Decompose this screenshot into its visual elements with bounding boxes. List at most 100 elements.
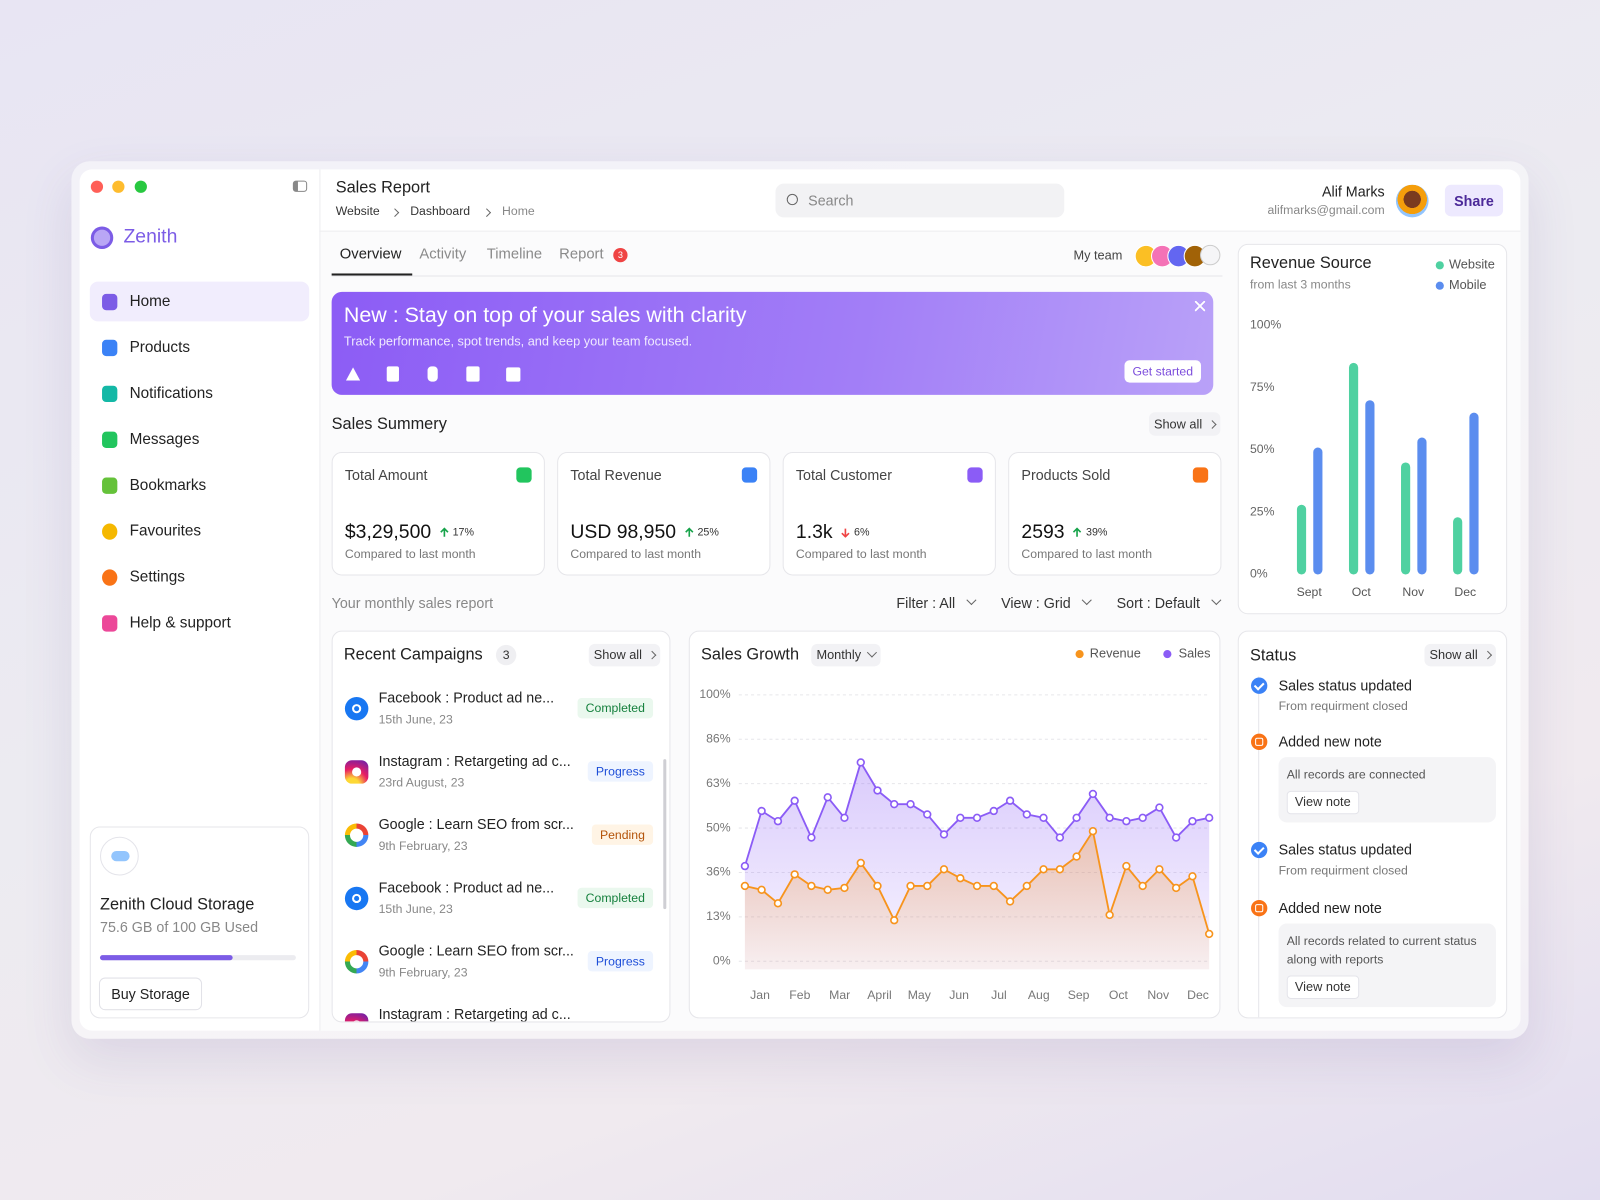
sidebar-divider: [319, 169, 321, 1031]
breadcrumb-sep-part: [390, 208, 400, 217]
sidebar-toggle[interactable]: [292, 180, 308, 192]
page-title: Sales Report: [335, 178, 431, 197]
breadcrumb[interactable]: Home: [502, 203, 535, 219]
close-button[interactable]: [90, 180, 104, 193]
status-pill: Pending: [591, 824, 654, 845]
summary-card: Products Sold 2593 39% Compared to last mon…: [1008, 452, 1222, 576]
note-box: All records are connected View note: [1278, 757, 1496, 823]
nav-item[interactable]: Products: [129, 338, 191, 357]
campaign-title[interactable]: Instagram : Retargeting ad c...: [378, 1005, 571, 1023]
filter-dropdown[interactable]: Sort : Default: [1116, 594, 1221, 611]
show-all-label: Show all: [593, 647, 642, 663]
breadcrumb[interactable]: Dashboard: [410, 203, 471, 219]
nav-item[interactable]: Bookmarks: [129, 476, 207, 494]
platform-glyph: [352, 767, 362, 777]
nav-icon: [102, 523, 118, 540]
nav-item[interactable]: Home: [129, 292, 171, 311]
platform-glyph: [349, 955, 364, 969]
status-title: Added new note: [1278, 733, 1382, 750]
show-all-button[interactable]: Show all: [1424, 643, 1496, 667]
icon-glyph: [1255, 737, 1264, 746]
nav-item[interactable]: Notifications: [129, 384, 213, 403]
app-icon[interactable]: [345, 367, 361, 381]
app-icon[interactable]: [466, 366, 480, 382]
note-text: All records related to current status al…: [1286, 933, 1477, 967]
trend-arrow: [1073, 527, 1082, 537]
buy-storage-button[interactable]: Buy Storage: [98, 977, 203, 1011]
app-icon[interactable]: [506, 367, 521, 382]
campaign-date: 23rd August, 23: [378, 775, 465, 790]
nav-icon: [102, 569, 118, 586]
user-avatar[interactable]: [1395, 184, 1429, 218]
search-icon: [786, 193, 798, 206]
status-pill: Completed: [577, 697, 654, 719]
platform-icon: [344, 760, 369, 784]
tab[interactable]: Timeline: [486, 246, 543, 263]
minimize-button[interactable]: [112, 180, 125, 193]
app-icon[interactable]: [386, 366, 399, 382]
tab-border: [331, 275, 1223, 277]
campaign-title[interactable]: Instagram : Retargeting ad c...: [378, 752, 571, 769]
filter-dropdown[interactable]: Filter : All: [896, 594, 977, 611]
card-change-value: 39%: [1086, 526, 1108, 539]
campaign-title[interactable]: Facebook : Product ad ne...: [378, 879, 555, 896]
nav-item[interactable]: Favourites: [129, 522, 202, 540]
brand-logo: [90, 226, 114, 249]
add-member[interactable]: [1199, 244, 1221, 266]
card-value: 1.3k: [795, 521, 833, 543]
app-icon[interactable]: [427, 366, 438, 382]
view-note-button[interactable]: View note: [1286, 790, 1359, 815]
banner-title: New : Stay on top of your sales with cla…: [343, 303, 747, 327]
share-button[interactable]: Share: [1444, 184, 1504, 217]
trend-arrow-shape: [439, 527, 449, 537]
filter-label: Sort : Default: [1116, 594, 1200, 611]
campaigns-panel: Recent Campaigns 3 Show all Facebook : P…: [331, 630, 671, 1023]
card-value-row: $3,29,500 17%: [345, 520, 474, 544]
tab-badge: 3: [613, 247, 628, 263]
banner: New : Stay on top of your sales with cla…: [331, 291, 1214, 395]
platform-icon: [344, 949, 369, 974]
show-all-button-part: [1208, 419, 1217, 429]
filter-dropdown[interactable]: View : Grid: [1001, 594, 1092, 611]
section-title: Sales Summery: [331, 415, 447, 434]
storage-fill: [99, 955, 233, 961]
tab[interactable]: Overview: [339, 246, 402, 263]
breadcrumb-sep: [390, 201, 400, 221]
period-dropdown[interactable]: Monthly: [811, 643, 881, 667]
tab[interactable]: Activity: [419, 246, 467, 263]
show-all-button-part: [647, 650, 657, 660]
maximize-button[interactable]: [134, 180, 147, 193]
tab[interactable]: Report: [559, 246, 604, 263]
card-value-row: 2593 39%: [1021, 520, 1107, 544]
campaign-title[interactable]: Google : Learn SEO from scr...: [378, 942, 574, 959]
search-placeholder: Search: [808, 192, 854, 209]
card-compare: Compared to last month: [344, 546, 476, 562]
card-change: 39%: [1073, 526, 1108, 539]
show-all-button[interactable]: Show all: [588, 643, 661, 667]
campaign-title[interactable]: Facebook : Product ad ne...: [378, 689, 555, 706]
nav-item[interactable]: Settings: [129, 568, 185, 586]
breadcrumb[interactable]: Website: [335, 203, 380, 219]
get-started-button[interactable]: Get started: [1124, 360, 1202, 383]
nav-item[interactable]: Help & support: [129, 614, 231, 632]
scrollbar[interactable]: [663, 759, 667, 910]
show-all-button[interactable]: Show all: [1148, 412, 1221, 436]
card-value-row: USD 98,950 25%: [570, 520, 719, 544]
nav-item[interactable]: Messages: [129, 430, 200, 448]
icon-glyph: [1253, 844, 1265, 855]
summary-card: Total Customer 1.3k 6% Compared to last mon…: [782, 452, 996, 576]
card-compare: Compared to last month: [1021, 546, 1153, 562]
view-note-button[interactable]: View note: [1286, 975, 1359, 999]
search-box[interactable]: [775, 183, 1065, 218]
card-icon: [1192, 467, 1209, 483]
card-value: $3,29,500: [344, 521, 432, 543]
banner-close[interactable]: [1194, 301, 1206, 312]
revenue-source-panel: Revenue Source from last 3 months: [1237, 243, 1508, 615]
trend-arrow: [439, 527, 449, 537]
icon-glyph: [1255, 904, 1264, 913]
filter-chevron: [1210, 594, 1221, 606]
card-icon: [967, 467, 983, 483]
campaign-title[interactable]: Google : Learn SEO from scr...: [378, 815, 574, 833]
team-label: My team: [1073, 248, 1123, 263]
status-detail: From requirment closed: [1278, 698, 1408, 714]
